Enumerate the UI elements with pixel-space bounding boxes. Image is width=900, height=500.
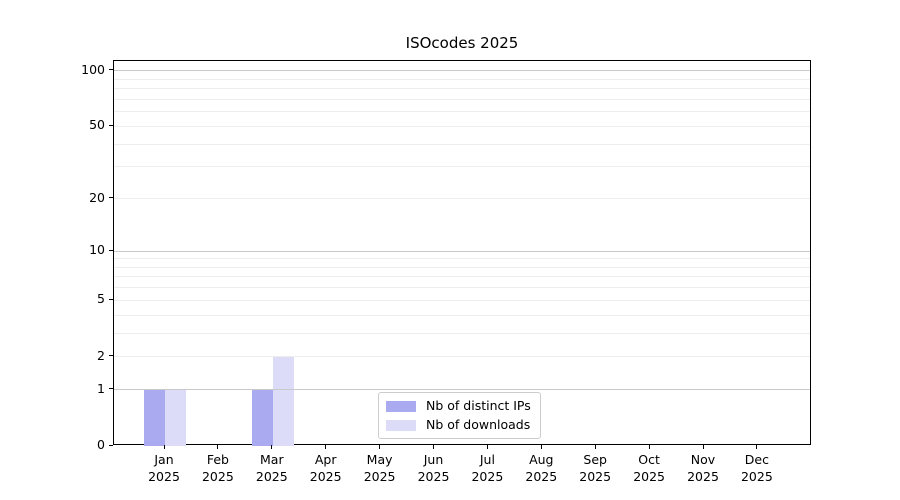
x-tick-label: Feb 2025 — [201, 452, 234, 484]
gridline-minor — [114, 287, 810, 289]
gridline-minor — [114, 166, 810, 168]
legend-label-distinct-ips: Nb of distinct IPs — [426, 398, 531, 413]
y-tickmark — [109, 124, 113, 126]
x-tickmark — [379, 445, 381, 449]
legend-label-downloads: Nb of downloads — [426, 417, 531, 432]
x-tick-label: Nov 2025 — [687, 452, 719, 484]
gridline-minor — [114, 258, 810, 260]
x-tickmark — [325, 445, 327, 449]
legend-swatch-distinct-ips — [386, 400, 416, 412]
y-tick-label: 10 — [89, 242, 105, 258]
legend-item-downloads: Nb of downloads — [386, 417, 531, 433]
x-tick-label: Mar 2025 — [255, 452, 288, 484]
y-tick-label: 100 — [81, 61, 105, 77]
legend: Nb of distinct IPs Nb of downloads — [378, 392, 541, 439]
y-tick-label: 50 — [89, 117, 105, 133]
x-tickmark — [594, 445, 596, 449]
x-tick-label: Aug 2025 — [525, 452, 558, 484]
x-tick-label: Dec 2025 — [740, 452, 773, 484]
gridline-minor — [114, 276, 810, 278]
x-tickmark — [702, 445, 704, 449]
y-tickmark — [109, 249, 113, 251]
x-tick-label: Sep 2025 — [579, 452, 612, 484]
x-tickmark — [163, 445, 165, 449]
legend-swatch-downloads — [386, 419, 416, 431]
x-tickmark — [217, 445, 219, 449]
gridline-major — [114, 250, 810, 252]
bar-nb-of-distinct-ips-mar — [251, 389, 273, 446]
plot-area — [113, 60, 811, 446]
y-tick-label: 0 — [97, 437, 105, 452]
y-tick-label: 5 — [97, 291, 105, 307]
chart-title: ISOcodes 2025 — [405, 34, 519, 52]
x-tickmark — [756, 445, 758, 449]
gridline-minor — [114, 356, 810, 358]
x-tickmark — [540, 445, 542, 449]
gridline-minor — [114, 198, 810, 199]
y-tick-label: 1 — [97, 380, 105, 396]
x-tickmark — [486, 445, 488, 449]
gridline-minor — [114, 299, 810, 301]
bar-nb-of-distinct-ips-jan — [144, 389, 165, 446]
x-tick-label: May 2025 — [363, 452, 396, 484]
x-tick-label: Jan 2025 — [148, 452, 180, 484]
gridline-minor — [114, 143, 810, 145]
legend-item-distinct-ips: Nb of distinct IPs — [386, 398, 531, 414]
y-tick-label: 20 — [89, 189, 105, 205]
bar-nb-of-downloads-mar — [272, 356, 294, 446]
y-tickmark — [109, 197, 113, 198]
gridline-minor — [114, 98, 810, 100]
gridline-minor — [114, 88, 810, 90]
x-tick-label: Oct 2025 — [633, 452, 665, 484]
gridline-minor — [114, 78, 810, 80]
x-tick-label: Jul 2025 — [471, 452, 504, 484]
gridline-major — [114, 70, 810, 72]
gridline-major — [114, 389, 810, 391]
x-tick-label: Apr 2025 — [309, 452, 342, 484]
gridline-minor — [114, 111, 810, 113]
y-tickmark — [109, 298, 113, 300]
gridline-minor — [114, 332, 810, 334]
y-tickmark — [109, 444, 113, 446]
bar-nb-of-downloads-jan — [165, 389, 186, 446]
y-tickmark — [109, 388, 113, 390]
gridline-minor — [114, 266, 810, 268]
x-tickmark — [433, 445, 434, 449]
gridline-minor — [114, 314, 810, 316]
y-tick-label: 2 — [97, 347, 105, 363]
x-tick-label: Jun 2025 — [417, 452, 450, 484]
gridline-minor — [114, 125, 810, 127]
x-tickmark — [648, 445, 650, 449]
x-tickmark — [271, 445, 273, 449]
y-tickmark — [109, 69, 113, 71]
y-tickmark — [109, 355, 113, 357]
